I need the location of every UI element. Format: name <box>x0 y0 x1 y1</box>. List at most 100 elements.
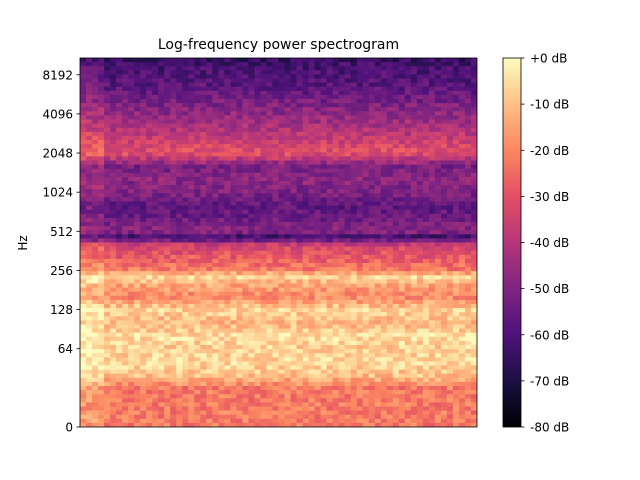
heatmap-cell <box>122 316 129 321</box>
heatmap-cell <box>146 185 153 190</box>
heatmap-cell <box>212 201 219 207</box>
heatmap-cell <box>404 107 412 112</box>
heatmap-cell <box>350 361 358 367</box>
heatmap-cell <box>296 127 304 133</box>
heatmap-cell <box>164 62 171 67</box>
heatmap-cell <box>362 119 370 125</box>
heatmap-cell <box>236 86 244 92</box>
heatmap-cell <box>218 123 225 129</box>
heatmap-cell <box>398 193 406 198</box>
heatmap-cell <box>464 156 472 162</box>
heatmap-cell <box>440 189 448 194</box>
heatmap-cell <box>440 213 448 219</box>
heatmap-cell <box>272 168 280 174</box>
heatmap-cell <box>182 94 189 100</box>
heatmap-cell <box>278 156 286 162</box>
heatmap-cell <box>434 357 442 362</box>
heatmap-cell <box>404 357 412 362</box>
heatmap-cell <box>302 246 310 252</box>
heatmap-cell <box>344 250 352 256</box>
heatmap-cell <box>440 246 448 252</box>
heatmap-cell <box>404 242 412 248</box>
heatmap-cell <box>248 291 256 297</box>
heatmap-cell <box>134 353 141 358</box>
heatmap-cell <box>200 230 207 235</box>
heatmap-cell <box>272 345 280 350</box>
heatmap-cell <box>428 353 436 358</box>
heatmap-cell <box>428 66 436 71</box>
heatmap-cell <box>380 332 388 338</box>
heatmap-cell <box>446 336 454 342</box>
heatmap-cell <box>398 209 406 215</box>
heatmap-cell <box>458 148 466 153</box>
heatmap-cell <box>92 131 99 137</box>
heatmap-cell <box>194 164 201 170</box>
heatmap-cell <box>164 332 171 338</box>
heatmap-cell <box>266 82 274 88</box>
heatmap-cell <box>110 320 117 326</box>
heatmap-cell <box>338 320 346 326</box>
heatmap-cell <box>320 226 328 231</box>
heatmap-cell <box>254 86 262 92</box>
heatmap-cell <box>368 279 376 285</box>
heatmap-cell <box>308 74 316 80</box>
heatmap-cell <box>452 353 460 358</box>
heatmap-cell <box>242 295 250 301</box>
heatmap-cell <box>338 115 346 121</box>
heatmap-cell <box>110 160 117 166</box>
heatmap-cell <box>464 287 472 293</box>
heatmap-cell <box>104 332 111 338</box>
heatmap-cell <box>206 90 213 96</box>
heatmap-cell <box>260 312 268 317</box>
heatmap-cell <box>152 127 159 133</box>
heatmap-cell <box>158 316 165 321</box>
heatmap-cell <box>356 152 364 157</box>
heatmap-cell <box>206 230 213 235</box>
heatmap-cell <box>170 217 177 223</box>
heatmap-cell <box>248 94 256 100</box>
heatmap-cell <box>224 353 231 358</box>
heatmap-cell <box>230 254 237 260</box>
heatmap-cell <box>428 271 436 276</box>
heatmap-cell <box>242 185 250 190</box>
heatmap-cell <box>176 353 183 358</box>
heatmap-cell <box>410 115 418 121</box>
heatmap-cell <box>446 230 454 235</box>
heatmap-cell <box>200 181 207 186</box>
heatmap-cell <box>152 328 159 334</box>
heatmap-cell <box>398 258 406 264</box>
heatmap-cell <box>200 156 207 162</box>
heatmap-cell <box>464 242 472 248</box>
heatmap-cell <box>272 361 280 367</box>
heatmap-cell <box>284 90 292 96</box>
heatmap-cell <box>254 181 262 186</box>
heatmap-cell <box>404 353 412 358</box>
heatmap-cell <box>302 263 310 268</box>
heatmap-cell <box>194 258 201 264</box>
heatmap-cell <box>182 197 189 203</box>
heatmap-cell <box>368 135 376 141</box>
heatmap-cell <box>122 103 129 108</box>
heatmap-cell <box>152 62 159 67</box>
heatmap-cell <box>86 271 93 276</box>
heatmap-cell <box>278 304 286 309</box>
heatmap-cell <box>230 258 237 264</box>
heatmap-cell <box>260 332 268 338</box>
heatmap-cell <box>368 70 376 75</box>
heatmap-cell <box>116 353 123 358</box>
heatmap-cell <box>176 148 183 153</box>
heatmap-cell <box>332 164 340 170</box>
heatmap-cell <box>296 258 304 264</box>
heatmap-cell <box>260 345 268 350</box>
heatmap-cell <box>176 168 183 174</box>
heatmap-cell <box>146 189 153 194</box>
heatmap-cell <box>230 312 237 317</box>
heatmap-cell <box>368 189 376 194</box>
heatmap-cell <box>116 345 123 350</box>
heatmap-cell <box>116 254 123 260</box>
heatmap-cell <box>392 66 400 71</box>
heatmap-cell <box>266 365 274 371</box>
heatmap-cell <box>158 160 165 166</box>
heatmap-cell <box>164 209 171 215</box>
heatmap-cell <box>110 86 117 92</box>
